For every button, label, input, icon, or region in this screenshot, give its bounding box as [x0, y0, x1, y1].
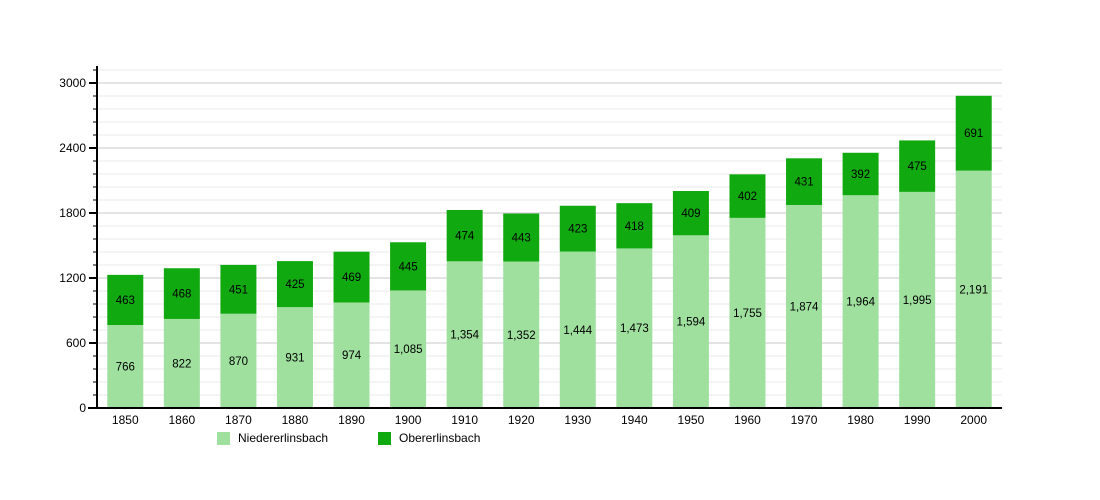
bar-segment-obererlinsbach — [786, 158, 823, 205]
bar-segment-obererlinsbach — [107, 274, 144, 326]
bar-segment-obererlinsbach — [503, 213, 540, 262]
y-axis-tick-label: 3000 — [59, 76, 86, 90]
x-axis-tick-label: 1990 — [904, 413, 931, 427]
bar-value-label: 766 — [116, 362, 135, 374]
bar-value-label: 1,085 — [394, 344, 423, 356]
bar-value-label: 443 — [512, 233, 531, 245]
bar-value-label: 1,874 — [790, 301, 819, 313]
bar-value-label: 425 — [285, 279, 304, 291]
bar-segment-niedererlinsbach — [672, 235, 709, 408]
bar-value-label: 463 — [116, 295, 135, 307]
legend-item-obererlinsbach: Obererlinsbach — [378, 430, 480, 446]
legend-label-niedererlinsbach: Niedererlinsbach — [238, 431, 329, 445]
bar-segment-obererlinsbach — [220, 264, 257, 314]
bar-value-label: 870 — [229, 356, 248, 368]
x-axis-tick-label: 1890 — [338, 413, 365, 427]
bar-segment-niedererlinsbach — [446, 261, 483, 408]
bar-segment-obererlinsbach — [559, 205, 596, 252]
chart-legend: Niedererlinsbach Obererlinsbach — [0, 430, 1100, 448]
bar-value-label: 1,594 — [677, 317, 706, 329]
legend-swatch-niedererlinsbach — [217, 431, 230, 445]
bar-segment-niedererlinsbach — [276, 307, 313, 408]
y-axis-tick-label: 1200 — [59, 271, 86, 285]
x-axis-tick-label: 1860 — [168, 413, 195, 427]
bar-segment-niedererlinsbach — [616, 248, 653, 408]
bar-segment-obererlinsbach — [955, 95, 992, 171]
bar-segment-obererlinsbach — [446, 209, 483, 262]
y-axis-tick-label: 2400 — [59, 141, 86, 155]
bar-segment-obererlinsbach — [163, 268, 200, 319]
x-axis-tick-label: 2000 — [960, 413, 987, 427]
bar-segment-niedererlinsbach — [786, 204, 823, 408]
bar-value-label: 691 — [964, 128, 983, 140]
bar-value-label: 1,444 — [563, 325, 592, 337]
bar-segment-niedererlinsbach — [729, 217, 766, 408]
legend-swatch-obererlinsbach — [378, 431, 391, 445]
bar-segment-obererlinsbach — [899, 140, 936, 192]
bar-segment-obererlinsbach — [729, 174, 766, 218]
bar-segment-obererlinsbach — [616, 203, 653, 249]
bar-value-label: 431 — [794, 177, 813, 189]
bar-value-label: 974 — [342, 350, 362, 362]
bar-segment-niedererlinsbach — [220, 313, 257, 408]
x-axis-tick-label: 1920 — [508, 413, 535, 427]
x-axis-tick-label: 1870 — [225, 413, 252, 427]
bar-segment-niedererlinsbach — [107, 325, 144, 408]
bar-value-label: 475 — [908, 161, 927, 173]
bar-value-label: 418 — [625, 221, 644, 233]
y-axis-tick-label: 0 — [79, 401, 86, 415]
bar-segment-obererlinsbach — [276, 261, 313, 308]
bar-segment-niedererlinsbach — [503, 261, 540, 408]
x-axis-tick-label: 1850 — [112, 413, 139, 427]
bar-value-label: 1,755 — [733, 308, 762, 320]
bar-value-label: 423 — [568, 224, 587, 236]
y-axis-tick-label: 600 — [66, 336, 86, 350]
x-axis-tick-label: 1980 — [847, 413, 874, 427]
legend-item-niedererlinsbach: Niedererlinsbach — [217, 430, 328, 446]
bar-segment-obererlinsbach — [842, 152, 879, 196]
x-axis-tick-label: 1970 — [791, 413, 818, 427]
bar-segment-niedererlinsbach — [955, 170, 992, 408]
y-axis-tick-label: 1800 — [59, 206, 86, 220]
bar-segment-niedererlinsbach — [559, 251, 596, 408]
bar-value-label: 402 — [738, 191, 757, 203]
bar-value-label: 1,473 — [620, 323, 649, 335]
x-axis-tick-label: 1930 — [564, 413, 591, 427]
bar-segment-niedererlinsbach — [333, 302, 370, 408]
x-axis-tick-label: 1880 — [282, 413, 309, 427]
bar-segment-obererlinsbach — [333, 251, 370, 303]
bar-value-label: 469 — [342, 272, 361, 284]
bar-value-label: 1,352 — [507, 330, 536, 342]
x-axis-tick-label: 1910 — [451, 413, 478, 427]
bar-value-label: 1,354 — [450, 330, 479, 342]
bar-segment-niedererlinsbach — [842, 195, 879, 408]
bar-value-label: 1,995 — [903, 295, 932, 307]
bar-value-label: 1,964 — [846, 297, 875, 309]
x-axis-tick-label: 1900 — [395, 413, 422, 427]
bar-segment-obererlinsbach — [390, 242, 427, 291]
bar-value-label: 445 — [399, 261, 418, 273]
bar-value-label: 822 — [172, 358, 191, 370]
x-axis-tick-label: 1960 — [734, 413, 761, 427]
x-axis-tick-label: 1940 — [621, 413, 648, 427]
bar-segment-niedererlinsbach — [390, 290, 427, 408]
bar-segment-obererlinsbach — [672, 191, 709, 236]
bar-segment-niedererlinsbach — [899, 191, 936, 408]
bar-segment-niedererlinsbach — [163, 318, 200, 408]
legend-label-obererlinsbach: Obererlinsbach — [399, 431, 481, 445]
bar-value-label: 451 — [229, 284, 248, 296]
bar-value-label: 2,191 — [959, 284, 988, 296]
bar-value-label: 468 — [172, 289, 191, 301]
bar-value-label: 409 — [681, 208, 700, 220]
x-axis-tick-label: 1950 — [678, 413, 705, 427]
bar-value-label: 931 — [285, 353, 304, 365]
bar-value-label: 392 — [851, 169, 870, 181]
bar-value-label: 474 — [455, 231, 475, 243]
